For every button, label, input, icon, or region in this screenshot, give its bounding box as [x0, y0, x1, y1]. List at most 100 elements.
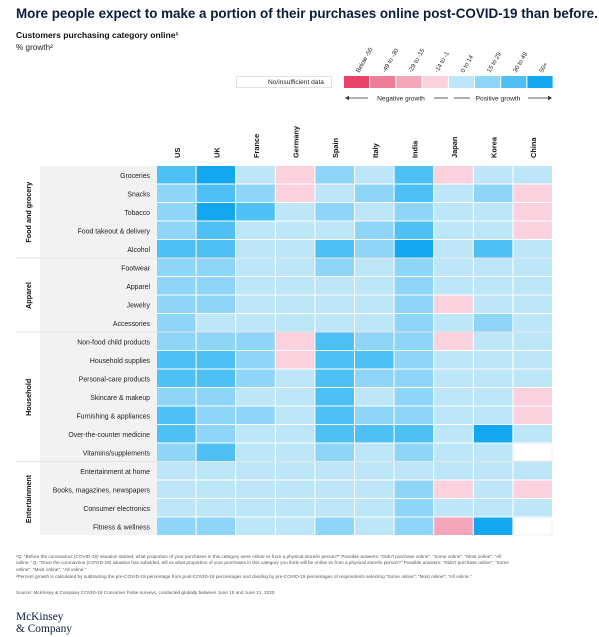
heatmap-cell [275, 295, 315, 313]
heatmap-cell [315, 203, 354, 221]
heatmap-cell [513, 221, 552, 239]
heatmap-cell [473, 295, 513, 313]
heatmap-cell [355, 369, 394, 387]
heatmap-cell [434, 184, 473, 202]
heatmap-cell [394, 295, 434, 313]
row-label: Personal-care products [79, 376, 151, 383]
heatmap-cell [315, 258, 354, 276]
brand-line-1: McKinsey [16, 611, 64, 623]
heatmap-cell [434, 221, 473, 239]
row-label: Snacks [127, 191, 150, 198]
heatmap-cell [196, 351, 236, 369]
heatmap-cell [275, 462, 315, 480]
group-label: Apparel [24, 282, 33, 309]
row-label: Skincare & makeup [90, 395, 150, 402]
heatmap-cell [355, 462, 394, 480]
heatmap-cell [315, 369, 354, 387]
heatmap-cell [394, 332, 434, 350]
heatmap-cell [434, 166, 473, 184]
group-label: Household [24, 379, 33, 416]
heatmap-cell [315, 462, 354, 480]
heatmap-cell [473, 184, 513, 202]
heatmap-cell [513, 517, 553, 536]
heatmap-cell [434, 425, 473, 443]
column-label-korea: Korea [490, 136, 499, 158]
heatmap-cell [434, 351, 473, 369]
heatmap-cell [315, 351, 354, 369]
heatmap-cell [394, 480, 434, 498]
heatmap-cell [473, 166, 513, 184]
heatmap-cell [513, 425, 552, 443]
heatmap-cell [196, 517, 236, 535]
heatmap-cell [236, 184, 275, 202]
row-label: Accessories [113, 321, 151, 328]
chart-subtitle: Customers purchasing category online¹ [16, 30, 179, 40]
heatmap-cell [236, 221, 275, 239]
heatmap-cell [157, 295, 196, 313]
heatmap-cell [157, 258, 196, 276]
heatmap-cell [236, 240, 275, 258]
row-label: Over-the-counter medicine [68, 432, 150, 439]
heatmap-cell [394, 388, 434, 406]
heatmap-cell [394, 277, 434, 295]
heatmap-cell [236, 314, 275, 332]
heatmap-cell [315, 184, 354, 202]
heatmap-cell [236, 166, 275, 184]
heatmap-cell [394, 258, 434, 276]
heatmap-cell [513, 351, 552, 369]
heatmap-cell [355, 388, 394, 406]
heatmap-cell [434, 462, 473, 480]
heatmap-cell [473, 369, 513, 387]
heatmap-cell [275, 351, 315, 369]
heatmap-cell [473, 388, 513, 406]
heatmap-cell [275, 517, 315, 535]
group-label-cell [16, 258, 40, 332]
heatmap-cell [394, 240, 434, 258]
heatmap-cell [513, 332, 552, 350]
heatmap-cell [275, 258, 315, 276]
heatmap-cell [355, 351, 394, 369]
legend-negative-label: Negative growth [377, 95, 425, 102]
heatmap-cell [275, 314, 315, 332]
heatmap-cell [355, 258, 394, 276]
chart-title: More people expect to make a portion of … [16, 6, 598, 21]
heatmap-cell [473, 203, 513, 221]
heatmap-cell [275, 203, 315, 221]
heatmap-cell [315, 517, 354, 535]
heatmap-cell [394, 443, 434, 461]
heatmap-cell [434, 443, 473, 461]
heatmap-cell [513, 406, 552, 424]
heatmap-cell [394, 406, 434, 424]
row-label: Food takeout & delivery [78, 228, 151, 235]
heatmap-cell [513, 277, 552, 295]
column-label-italy: Italy [371, 142, 380, 158]
legend-swatch [448, 76, 474, 88]
heatmap-cell [315, 499, 354, 517]
footnote-2: ²Percent growth is calculated by subtrac… [16, 574, 472, 579]
heatmap-cell [275, 388, 315, 406]
heatmap-cell [315, 480, 354, 498]
heatmap-cell [513, 462, 552, 480]
legend-swatch [396, 76, 422, 88]
heatmap-cell [394, 462, 434, 480]
heatmap-cell [275, 406, 315, 424]
legend-swatch [370, 76, 396, 88]
heatmap-cell [196, 258, 236, 276]
heatmap-cell [157, 314, 196, 332]
heatmap-cell [434, 332, 473, 350]
heatmap-cell [157, 406, 196, 424]
heatmap-cell [473, 443, 513, 461]
row-label: Fitness & wellness [93, 524, 151, 531]
heatmap-cell [434, 240, 473, 258]
heatmap-cell [473, 499, 513, 517]
group-label: Entertainment [24, 474, 33, 523]
row-label: Jewelry [127, 302, 151, 309]
heatmap-cell [513, 499, 552, 517]
column-label-france: France [252, 134, 261, 158]
heatmap-cell [275, 443, 315, 461]
heatmap-cell [196, 166, 236, 184]
negative-arrow-head [345, 95, 349, 101]
group-label-cell [16, 462, 40, 535]
heatmap-cell [196, 480, 236, 498]
legend-swatch [527, 76, 553, 88]
